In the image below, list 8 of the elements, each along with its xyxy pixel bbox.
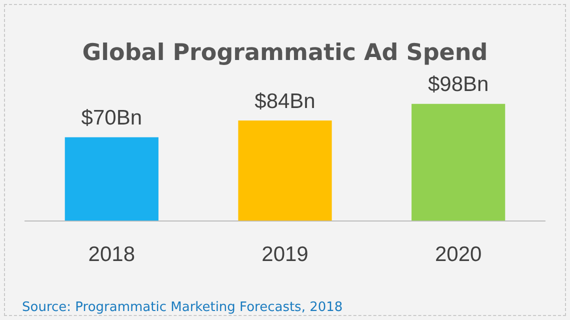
x-tick-label: 2020: [434, 243, 482, 266]
chart-title: Global Programmatic Ad Spend: [82, 40, 488, 66]
data-label: $70Bn: [81, 106, 142, 130]
x-tick-label: 2019: [262, 243, 308, 266]
source-note: Source: Programmatic Marketing Forecasts, 2018: [22, 300, 343, 315]
x-tick-label: 2018: [88, 243, 136, 266]
data-label: $84Bn: [254, 90, 316, 113]
data-label: $98Bn: [428, 73, 489, 96]
